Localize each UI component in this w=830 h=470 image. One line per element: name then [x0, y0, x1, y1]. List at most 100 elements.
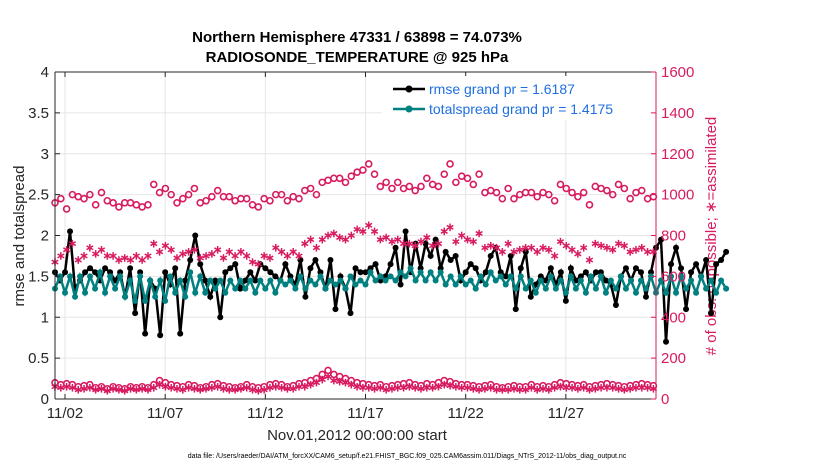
asterisk-stroke: [539, 386, 547, 392]
rmse-point: [202, 277, 209, 284]
totalspread-point: [227, 277, 234, 284]
obs_assimilated-marker: [458, 231, 466, 240]
asterisk-stroke: [161, 384, 170, 390]
asterisk-stroke: [237, 249, 245, 255]
totalspread-point: [147, 277, 154, 284]
obs_possible-marker: [144, 201, 152, 209]
rmse-point: [612, 301, 619, 308]
asterisk-stroke: [109, 253, 117, 259]
obs_possible-marker: [446, 160, 454, 168]
asterisk-stroke: [597, 243, 605, 249]
rmse-point: [172, 265, 179, 272]
obs_assimilated_low-marker: [539, 384, 547, 393]
axes-layer: 0 0.5 1 1.5 2 2.5 3 3.5 4 0 200 400 600 800 1000 1200 14…: [28, 64, 694, 422]
obs_assimilated_low-marker: [126, 384, 135, 393]
asterisk-stroke: [74, 257, 82, 263]
rmse-point: [683, 306, 690, 313]
totalspread-point: [452, 281, 459, 288]
totalspread-point: [412, 277, 419, 284]
totalspread-point: [597, 273, 604, 280]
obs_assimilated-marker: [243, 252, 251, 260]
chart-title-line1: Northern Hemisphere 47331 / 63898 = 74.0…: [192, 29, 522, 46]
asterisk-stroke: [446, 383, 454, 389]
y-tick-label-left: 3.5: [28, 105, 49, 122]
asterisk-stroke: [115, 387, 123, 393]
obs_assimilated-marker: [382, 233, 390, 242]
obs_possible-marker: [562, 184, 571, 193]
obs_assimilated_low-marker: [237, 384, 245, 393]
totalspread-point: [627, 277, 634, 284]
obs_assimilated_low-marker: [277, 383, 286, 392]
rmse-point: [67, 228, 74, 235]
obs_assimilated_low-marker: [336, 377, 344, 386]
asterisk-stroke: [446, 224, 454, 230]
totalspread-point: [602, 289, 609, 296]
x-tick-label: 11/07: [147, 405, 183, 422]
totalspread-point: [542, 285, 549, 292]
asterisk-stroke: [92, 387, 100, 393]
asterisk-stroke: [458, 232, 466, 239]
totalspread-point: [713, 289, 720, 296]
rmse-point: [632, 265, 639, 272]
obs_assimilated_low-marker: [80, 384, 88, 393]
totalspread-point: [287, 277, 294, 284]
asterisk-stroke: [632, 247, 640, 253]
rmse-point: [252, 277, 259, 284]
totalspread-point: [587, 273, 594, 280]
y-tick-label-left: 4: [41, 64, 49, 81]
rmse-point: [132, 310, 139, 317]
obs_assimilated-marker: [487, 241, 495, 250]
obs_assimilated-marker: [597, 241, 605, 250]
totalspread-point: [137, 273, 144, 280]
obs_assimilated-marker: [179, 250, 187, 258]
totalspread-point: [272, 289, 279, 296]
y-tick-label-right: 600: [661, 268, 686, 285]
rmse-point: [502, 273, 509, 280]
y-axis-label-left: rmse and totalspread: [11, 166, 28, 307]
asterisk-stroke: [86, 245, 94, 251]
obs_possible-marker: [97, 188, 106, 197]
obs_assimilated_low-marker: [585, 386, 594, 394]
obs_assimilated_low-marker: [86, 383, 94, 392]
obs_assimilated_low-marker: [324, 372, 332, 381]
rmse-point: [157, 332, 164, 339]
rmse-point: [427, 252, 434, 259]
totalspread-point: [317, 273, 324, 280]
asterisk-stroke: [568, 247, 576, 253]
asterisk-stroke: [289, 249, 297, 255]
obs_assimilated-marker: [550, 252, 559, 260]
asterisk-stroke: [248, 259, 257, 265]
rmse-point: [282, 261, 289, 268]
asterisk-stroke: [190, 247, 199, 253]
asterisk-stroke: [614, 386, 623, 392]
asterisk-stroke: [475, 387, 483, 393]
obs_assimilated-marker: [376, 235, 385, 244]
rmse-point: [162, 269, 169, 276]
obs_assimilated_low-marker: [510, 384, 518, 393]
obs_possible-marker: [213, 186, 222, 195]
obs_assimilated-marker: [74, 256, 82, 264]
asterisk-stroke: [620, 387, 629, 393]
totalspread-point: [663, 289, 670, 296]
rmse-point: [372, 261, 379, 268]
asterisk-stroke: [556, 384, 565, 390]
obs_assimilated-marker: [202, 252, 210, 260]
rmse-point: [62, 269, 69, 276]
asterisk-stroke: [62, 384, 71, 390]
totalspread-point: [557, 277, 564, 284]
rmse-point: [668, 261, 675, 268]
rmse-point: [217, 314, 224, 321]
obs_possible-marker: [434, 182, 443, 191]
obs_assimilated_low-marker: [214, 382, 222, 391]
rmse-point: [673, 244, 680, 251]
obs_assimilated_low-marker: [260, 386, 268, 394]
obs_assimilated_low-marker: [103, 387, 111, 395]
totalspread-point: [142, 297, 149, 304]
obs_possible-marker: [173, 199, 181, 207]
y-tick-label-right: 800: [661, 228, 686, 245]
asterisk-stroke: [74, 387, 82, 393]
asterisk-stroke: [516, 247, 524, 253]
obs_assimilated-marker: [330, 229, 338, 238]
obs_possible-marker: [388, 184, 396, 193]
